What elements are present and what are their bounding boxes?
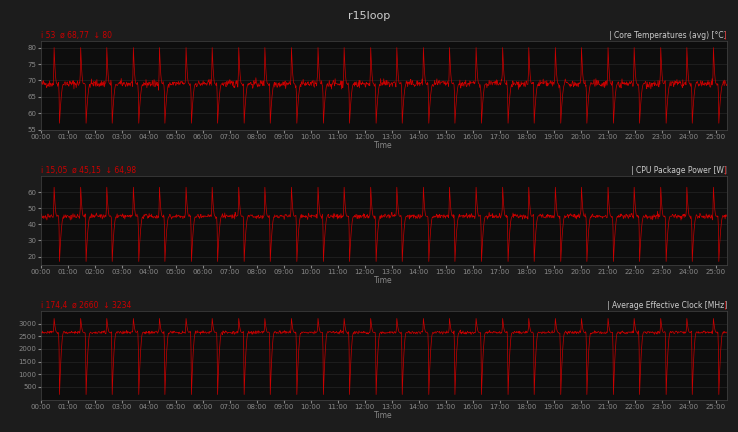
Text: r15loop: r15loop (348, 11, 390, 21)
Text: |: | (724, 31, 727, 40)
X-axis label: Time: Time (374, 276, 393, 285)
Text: |: | (724, 165, 727, 175)
X-axis label: Time: Time (374, 141, 393, 150)
Text: | Average Effective Clock [MHz]: | Average Effective Clock [MHz] (607, 301, 727, 309)
Text: | Core Temperatures (avg) [°C]: | Core Temperatures (avg) [°C] (610, 31, 727, 40)
Text: | CPU Package Power [W]: | CPU Package Power [W] (631, 165, 727, 175)
Text: |: | (724, 301, 727, 309)
Text: i 174,4  ø 2660  ↓ 3234: i 174,4 ø 2660 ↓ 3234 (41, 301, 131, 309)
Text: i 15,05  ø 45,15  ↓ 64,98: i 15,05 ø 45,15 ↓ 64,98 (41, 165, 136, 175)
X-axis label: Time: Time (374, 411, 393, 420)
Text: i 53  ø 68,77  ↓ 80: i 53 ø 68,77 ↓ 80 (41, 31, 111, 40)
